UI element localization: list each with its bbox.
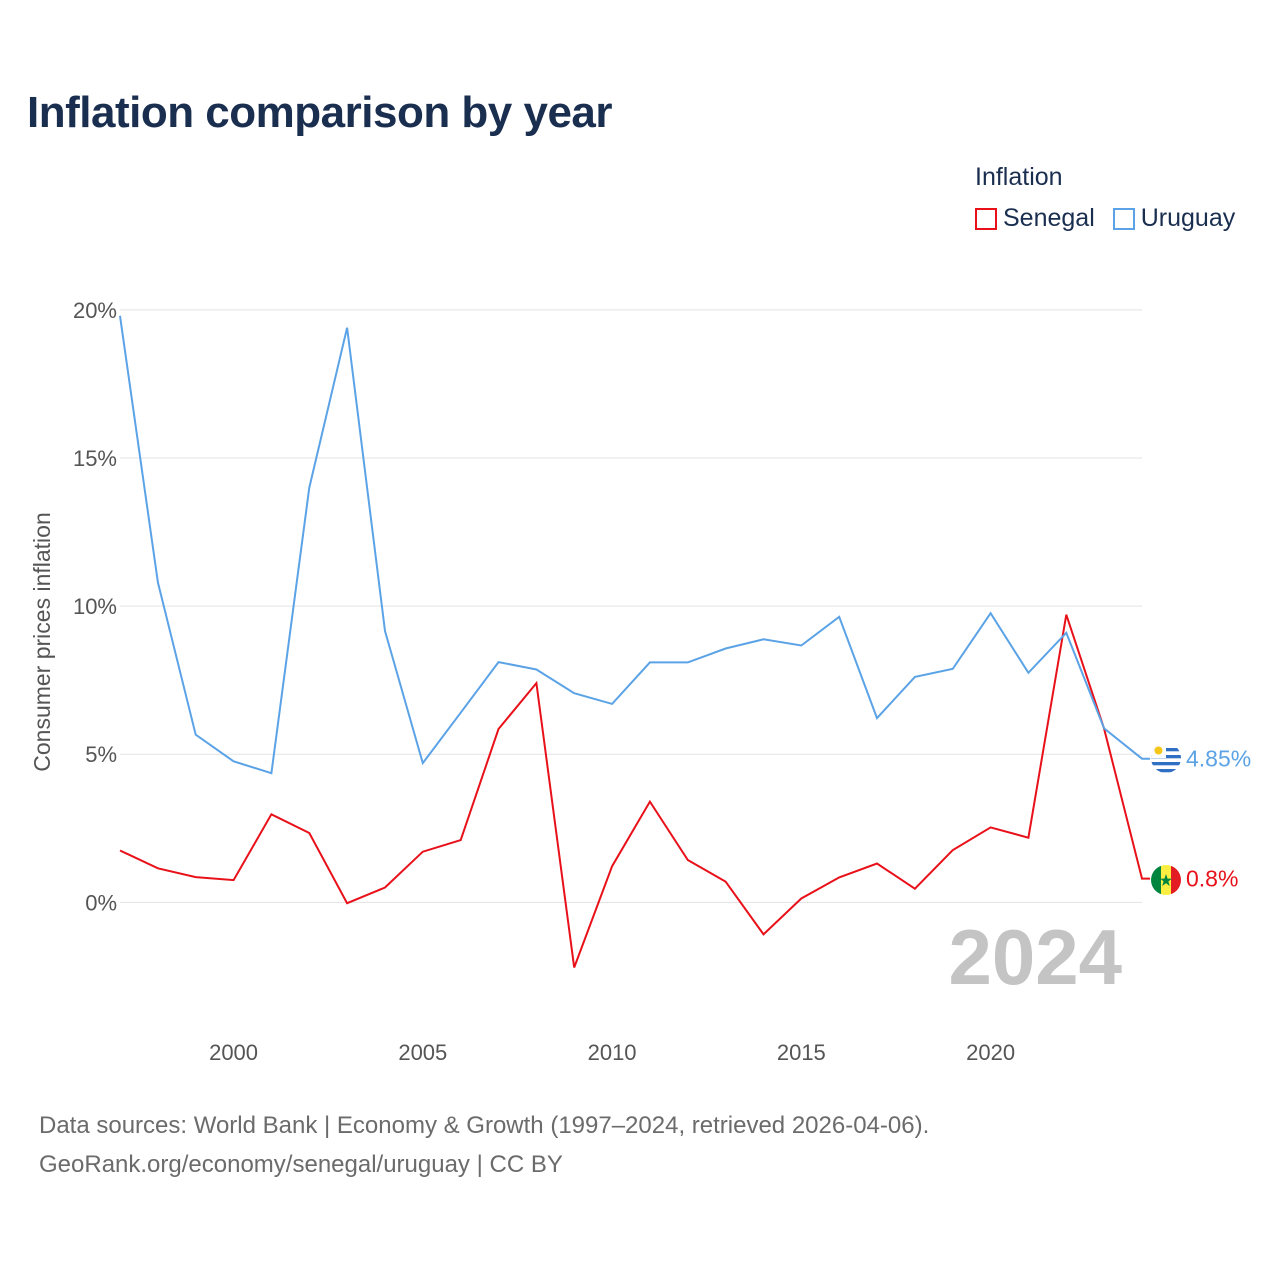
legend-swatch-uruguay	[1112, 207, 1135, 230]
y-tick-label: 5%	[85, 742, 117, 767]
grid-lines	[120, 309, 1142, 903]
legend-swatch-senegal	[975, 207, 997, 230]
senegal-flag-icon	[1151, 865, 1181, 895]
y-axis-ticks: 0% 5% 10% 15% 20%	[73, 298, 117, 915]
end-labels: 0.8% 4.85%	[1186, 746, 1251, 892]
end-label-uruguay: 4.85%	[1186, 746, 1251, 772]
uruguay-flag-icon	[1151, 743, 1181, 773]
series-line-uruguay[interactable]	[119, 315, 1150, 775]
x-tick-label: 2000	[209, 1040, 258, 1065]
footer: Data sources: World Bank | Economy & Gro…	[39, 1106, 929, 1184]
end-label-senegal: 0.8%	[1186, 866, 1238, 892]
line-chart: 0% 5% 10% 15% 20% 2000 2005 2010 2015 2020 Consu…	[29, 298, 1251, 1065]
footer-sources: Data sources: World Bank | Economy & Gro…	[39, 1112, 930, 1139]
legend-title: Inflation	[975, 163, 1063, 191]
chart-title: Inflation comparison by year	[27, 88, 613, 137]
year-watermark: 2024	[948, 913, 1122, 1001]
y-tick-label: 10%	[73, 594, 117, 619]
x-tick-label: 2015	[777, 1040, 826, 1065]
footer-link[interactable]: GeoRank.org/economy/senegal/uruguay | CC…	[39, 1151, 563, 1178]
x-tick-label: 2020	[966, 1040, 1015, 1065]
y-tick-label: 15%	[73, 446, 117, 471]
y-tick-label: 0%	[85, 890, 117, 915]
legend-label-uruguay: Uruguay	[1140, 204, 1236, 232]
legend-label-senegal: Senegal	[1003, 204, 1095, 232]
legend-item-uruguay[interactable]: Uruguay	[1112, 204, 1236, 233]
x-axis-ticks: 2000 2005 2010 2015 2020	[209, 1040, 1015, 1065]
x-tick-label: 2010	[588, 1040, 637, 1065]
legend: Senegal Uruguay	[975, 204, 1253, 233]
y-tick-label: 20%	[73, 298, 117, 323]
series-line-senegal[interactable]	[119, 614, 1150, 968]
series-lines	[119, 315, 1150, 968]
x-tick-label: 2005	[398, 1040, 447, 1065]
y-axis-label: Consumer prices inflation	[29, 512, 55, 772]
legend-item-senegal[interactable]: Senegal	[975, 204, 1095, 233]
